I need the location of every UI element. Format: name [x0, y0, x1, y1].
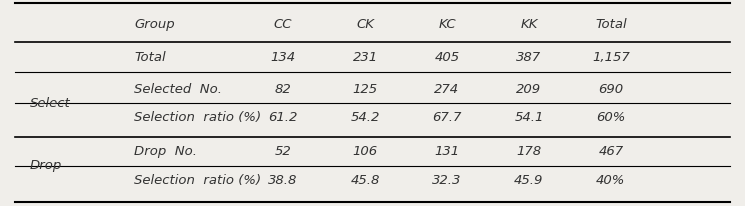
- Text: 52: 52: [275, 144, 291, 157]
- Text: KK: KK: [520, 18, 538, 31]
- Text: Drop: Drop: [30, 158, 62, 171]
- Text: 54.2: 54.2: [350, 111, 380, 124]
- Text: 45.8: 45.8: [350, 173, 380, 186]
- Text: 467: 467: [598, 144, 624, 157]
- Text: 60%: 60%: [596, 111, 626, 124]
- Text: 274: 274: [434, 82, 460, 95]
- Text: Selection  ratio (%): Selection ratio (%): [134, 173, 261, 186]
- Text: 178: 178: [516, 144, 542, 157]
- Text: Selection  ratio (%): Selection ratio (%): [134, 111, 261, 124]
- Text: 32.3: 32.3: [432, 173, 462, 186]
- Text: CK: CK: [356, 18, 374, 31]
- Text: Total: Total: [595, 18, 627, 31]
- Text: 82: 82: [275, 82, 291, 95]
- Text: 387: 387: [516, 51, 542, 64]
- Text: 40%: 40%: [596, 173, 626, 186]
- Text: 209: 209: [516, 82, 542, 95]
- Text: Total: Total: [134, 51, 165, 64]
- Text: 45.9: 45.9: [514, 173, 544, 186]
- Text: Selected  No.: Selected No.: [134, 82, 222, 95]
- Text: 54.1: 54.1: [514, 111, 544, 124]
- Text: 131: 131: [434, 144, 460, 157]
- Text: Group: Group: [134, 18, 175, 31]
- Text: 134: 134: [270, 51, 296, 64]
- Text: 38.8: 38.8: [268, 173, 298, 186]
- Text: 1,157: 1,157: [592, 51, 630, 64]
- Text: 125: 125: [352, 82, 378, 95]
- Text: CC: CC: [274, 18, 292, 31]
- Text: 61.2: 61.2: [268, 111, 298, 124]
- Text: 67.7: 67.7: [432, 111, 462, 124]
- Text: 690: 690: [598, 82, 624, 95]
- Text: 405: 405: [434, 51, 460, 64]
- Text: KC: KC: [438, 18, 456, 31]
- Text: Select: Select: [30, 97, 71, 109]
- Text: 106: 106: [352, 144, 378, 157]
- Text: Drop  No.: Drop No.: [134, 144, 197, 157]
- Text: 231: 231: [352, 51, 378, 64]
